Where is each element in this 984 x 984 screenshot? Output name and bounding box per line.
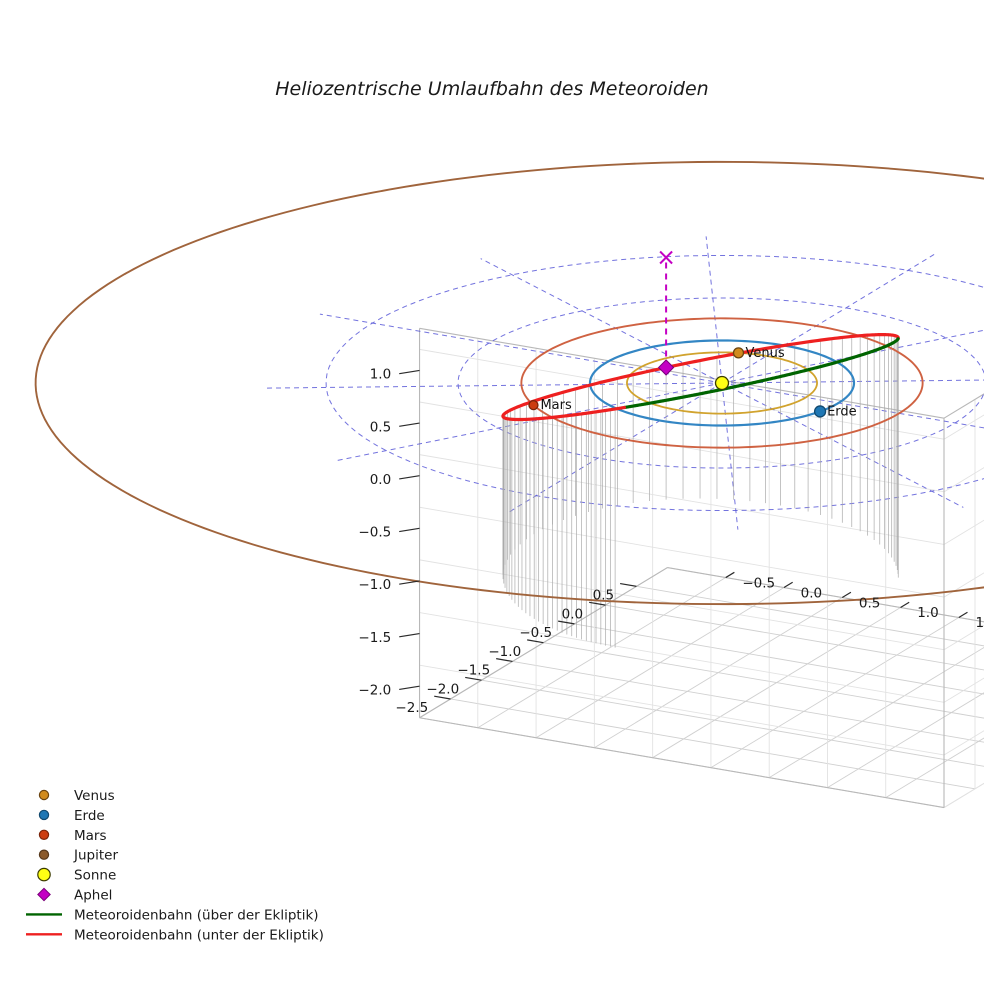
celestial-bodies: Venus Erde Mars	[528, 346, 857, 419]
legend-item-label: Erde	[74, 808, 105, 824]
polar-spoke	[319, 313, 723, 384]
orbit-path-venus	[626, 351, 818, 415]
x-tick-label: −0.5	[519, 625, 552, 641]
legend-item-label: Mars	[74, 828, 107, 844]
planet-orbits	[34, 160, 984, 606]
legend-item-label: Venus	[74, 788, 115, 804]
polar-spoke	[721, 382, 984, 429]
polar-spoke	[480, 258, 723, 384]
legend-item[interactable]: Venus	[38, 788, 115, 804]
legend-marker-circle	[38, 789, 50, 801]
z-tick-label: 0.5	[370, 419, 391, 435]
polar-spoke	[721, 253, 937, 384]
y-tick-label: −0.5	[742, 575, 775, 591]
polar-grid	[266, 236, 984, 530]
axis-ticks: −2.5−2.0−1.5−1.0−0.50.00.5−0.50.00.51.01…	[358, 367, 984, 717]
legend-item[interactable]: Sonne	[37, 867, 116, 884]
aphelion-marker	[657, 359, 675, 376]
x-tick-label: −2.0	[426, 681, 459, 697]
polar-spoke	[335, 382, 723, 462]
orbit-path-mars	[520, 317, 924, 449]
orbit-path-erde	[588, 339, 856, 427]
aphelion-ecliptic-projection-marker	[659, 250, 673, 265]
z-tick-label: −0.5	[358, 525, 391, 541]
orbit-path-jupiter	[34, 160, 984, 606]
meteoroid-above-ecliptic	[622, 385, 737, 410]
legend-marker-circle	[38, 829, 50, 841]
body-marker-venus	[732, 347, 745, 359]
z-tick-label: 1.0	[370, 367, 391, 383]
polar-spoke	[721, 382, 739, 530]
legend-item-label: Sonne	[74, 868, 116, 884]
legend-item[interactable]: Aphel	[37, 887, 113, 904]
legend-marker-circle	[38, 849, 50, 860]
legend-item-label: Jupiter	[73, 848, 118, 864]
x-tick-label: −1.5	[457, 663, 490, 679]
y-tick-label: 0.5	[859, 595, 880, 611]
page-title: Heliozentrische Umlaufbahn des Meteoroid…	[275, 78, 708, 100]
legend-item[interactable]: Erde	[38, 808, 105, 824]
body-marker-sonne	[714, 375, 730, 391]
legend-item[interactable]: Meteoroidenbahn (unter der Ekliptik)	[26, 927, 324, 943]
y-tick-label: 1.0	[917, 605, 938, 621]
legend-item-label: Meteoroidenbahn (über der Ekliptik)	[74, 907, 319, 923]
body-label-venus: Venus	[746, 346, 785, 361]
polar-spoke	[705, 236, 723, 384]
legend-item-label: Aphel	[74, 888, 112, 904]
legend-item-label: Meteoroidenbahn (unter der Ekliptik)	[74, 927, 324, 943]
polar-spoke	[266, 382, 723, 389]
legend-item[interactable]: Mars	[38, 828, 107, 844]
x-tick-label: −2.5	[395, 700, 428, 716]
z-tick-label: 0.0	[370, 472, 391, 488]
z-tick-label: −2.0	[358, 682, 391, 698]
axes-panes	[418, 327, 984, 809]
z-tick-label: −1.5	[358, 630, 391, 646]
body-marker-erde	[813, 405, 827, 418]
body-label-mars: Mars	[540, 398, 572, 413]
drop-lines	[502, 334, 899, 648]
x-tick-label: 0.0	[562, 606, 583, 622]
legend: Venus Erde Mars Jupiter Sonne Aphel Meteoroide…	[26, 788, 324, 943]
body-label-erde: Erde	[827, 404, 857, 419]
meteoroid-above-ecliptic	[733, 337, 900, 389]
meteoroid-below-ecliptic	[501, 333, 900, 422]
polar-spoke	[721, 379, 984, 384]
polar-spoke	[721, 329, 984, 384]
legend-item[interactable]: Jupiter	[38, 848, 118, 864]
meteoroid-orbit	[501, 250, 900, 422]
y-tick-label: 0.0	[801, 585, 822, 601]
body-marker-mars	[528, 399, 539, 411]
legend-item[interactable]: Meteoroidenbahn (über der Ekliptik)	[26, 907, 319, 923]
x-tick-label: 0.5	[593, 588, 614, 604]
legend-marker-diamond	[37, 887, 51, 902]
polar-spoke	[507, 382, 723, 513]
x-tick-label: −1.0	[488, 644, 521, 660]
legend-marker-circle	[37, 867, 51, 882]
legend-marker-circle	[38, 809, 50, 821]
y-tick-label: 1.5	[975, 615, 984, 631]
z-tick-label: −1.0	[358, 577, 391, 593]
